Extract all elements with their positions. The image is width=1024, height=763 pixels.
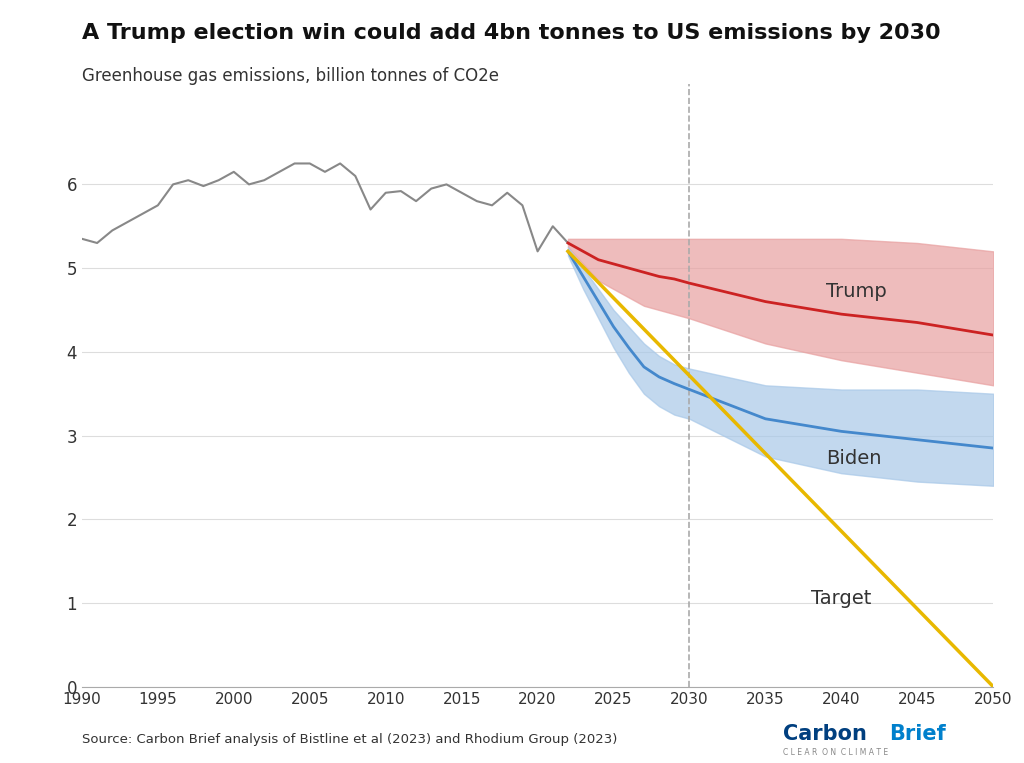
Text: Brief: Brief bbox=[889, 724, 945, 744]
Text: Trump: Trump bbox=[826, 282, 887, 301]
Text: A Trump election win could add 4bn tonnes to US emissions by 2030: A Trump election win could add 4bn tonne… bbox=[82, 23, 941, 43]
Text: Greenhouse gas emissions, billion tonnes of CO2e: Greenhouse gas emissions, billion tonnes… bbox=[82, 67, 499, 85]
Text: Biden: Biden bbox=[826, 449, 882, 468]
Text: Carbon: Carbon bbox=[783, 724, 867, 744]
Text: C L E A R  O N  C L I M A T E: C L E A R O N C L I M A T E bbox=[783, 748, 889, 757]
Text: Target: Target bbox=[811, 589, 871, 608]
Text: Source: Carbon Brief analysis of Bistline et al (2023) and Rhodium Group (2023): Source: Carbon Brief analysis of Bistlin… bbox=[82, 733, 617, 746]
